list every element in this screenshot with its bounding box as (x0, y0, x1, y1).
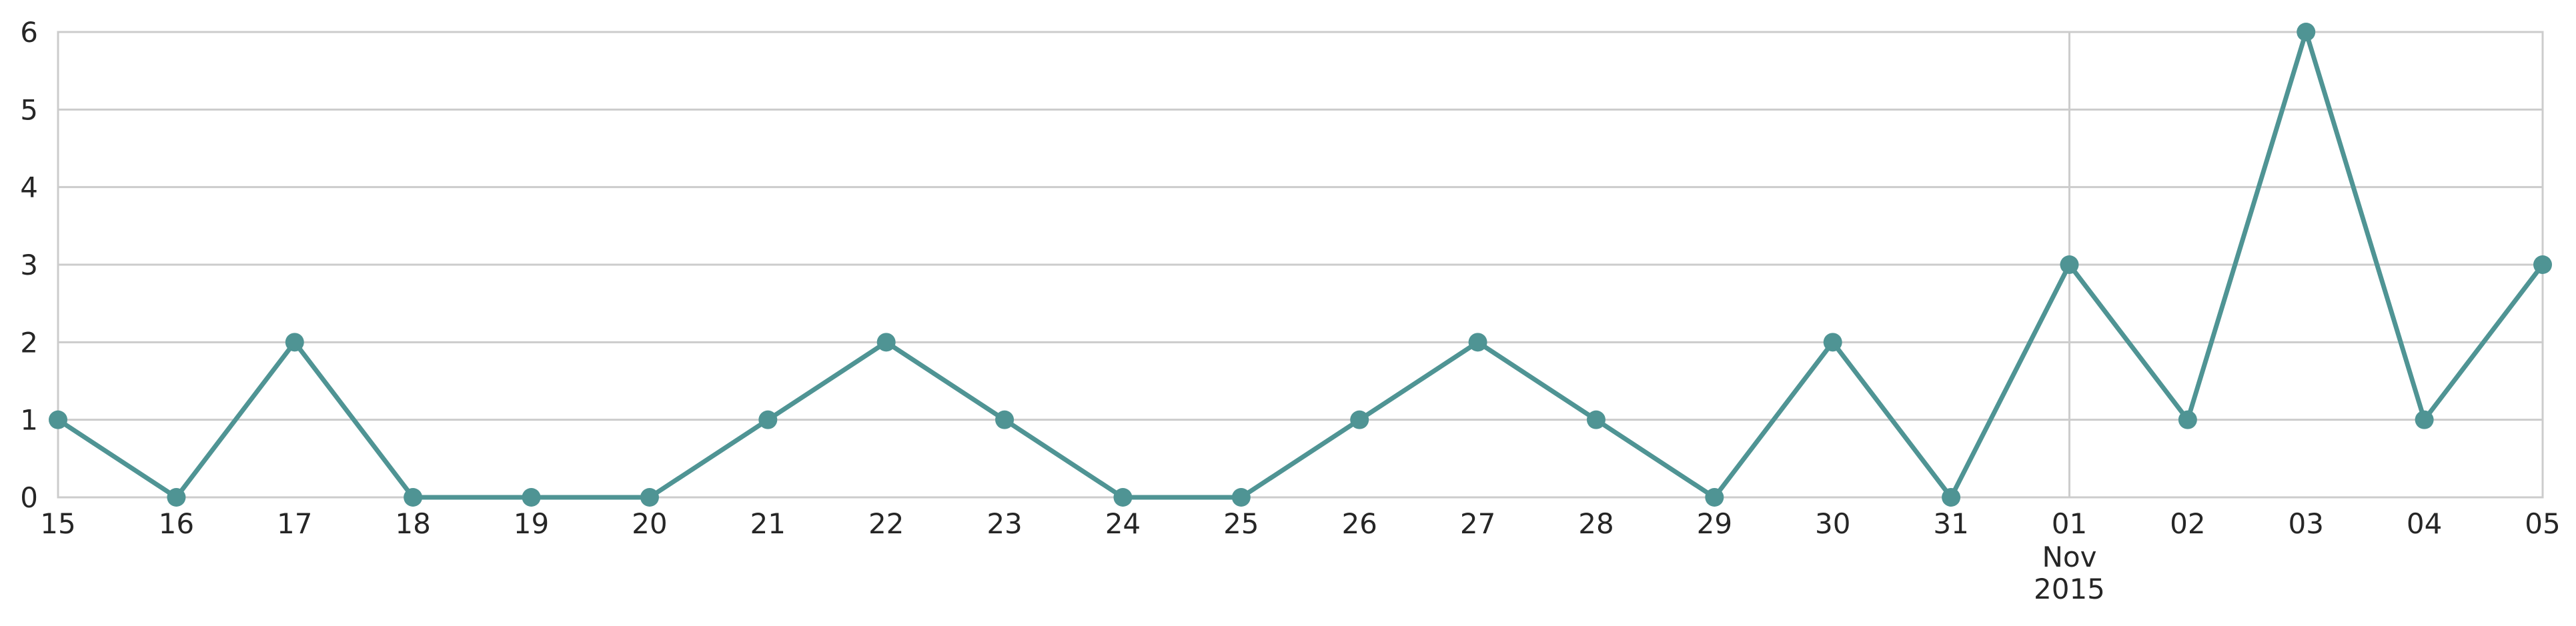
data-point (2415, 410, 2434, 429)
series-line (55, 29, 2545, 500)
x-tick-label: 26 (1341, 507, 1377, 540)
data-point (404, 488, 423, 507)
x-tick-label: 23 (987, 507, 1022, 540)
y-tick-label: 4 (20, 171, 38, 204)
x-tick-label: 01 (2052, 507, 2087, 540)
x-tick-label: 31 (1933, 507, 1968, 540)
data-point (1586, 410, 1605, 429)
x-tick-label: 03 (2289, 507, 2324, 540)
grid (58, 31, 2543, 499)
data-point (1468, 333, 1487, 352)
data-point (876, 333, 896, 352)
x-tick-label: 02 (2170, 507, 2205, 540)
data-point (522, 488, 541, 507)
data-point (167, 488, 186, 507)
data-point (995, 410, 1015, 429)
y-tick-label: 0 (20, 481, 38, 514)
y-tick-label: 2 (20, 326, 38, 359)
x-tick-label: 04 (2407, 507, 2442, 540)
x-axis-ticks: 15 16 17 18 19 20 21 22 23 24 25 26 27 28 29 30 31 01 02 03… (40, 507, 2560, 605)
x-tick-label: 29 (1697, 507, 1732, 540)
x-tick-label: 24 (1105, 507, 1141, 540)
x-tick-label: 16 (159, 507, 194, 540)
data-point (758, 410, 778, 429)
x-tick-label: 18 (395, 507, 430, 540)
series-group (49, 23, 2552, 507)
x-tick-label: 15 (40, 507, 75, 540)
data-point (1823, 333, 1842, 352)
data-point (1350, 410, 1369, 429)
y-axis-ticks: 0 1 2 3 4 5 6 (20, 16, 38, 514)
x-tick-label: 28 (1578, 507, 1614, 540)
data-point (1705, 488, 1724, 507)
y-tick-label: 5 (20, 93, 38, 126)
data-point (1942, 488, 1961, 507)
x-tick-secondary-label: Nov (2042, 541, 2096, 573)
x-tick-label: 25 (1223, 507, 1259, 540)
y-tick-label: 6 (20, 16, 38, 49)
x-tick-label: 30 (1815, 507, 1850, 540)
data-point (1113, 488, 1133, 507)
data-point (2297, 23, 2316, 41)
data-point (2533, 255, 2552, 274)
x-tick-label: 27 (1460, 507, 1495, 540)
data-point (285, 333, 304, 352)
y-tick-label: 1 (20, 404, 38, 437)
y-tick-label: 3 (20, 249, 38, 281)
data-point (640, 488, 659, 507)
x-tick-label: 20 (632, 507, 667, 540)
data-point (1231, 488, 1251, 507)
data-point (2060, 255, 2079, 274)
x-tick-label: 19 (514, 507, 549, 540)
data-point (2178, 410, 2197, 429)
x-tick-label: 21 (750, 507, 786, 540)
x-tick-label: 22 (868, 507, 904, 540)
x-tick-secondary-label: 2015 (2034, 573, 2105, 605)
x-tick-label: 05 (2525, 507, 2560, 540)
x-tick-label: 17 (277, 507, 312, 540)
data-point (49, 410, 67, 429)
